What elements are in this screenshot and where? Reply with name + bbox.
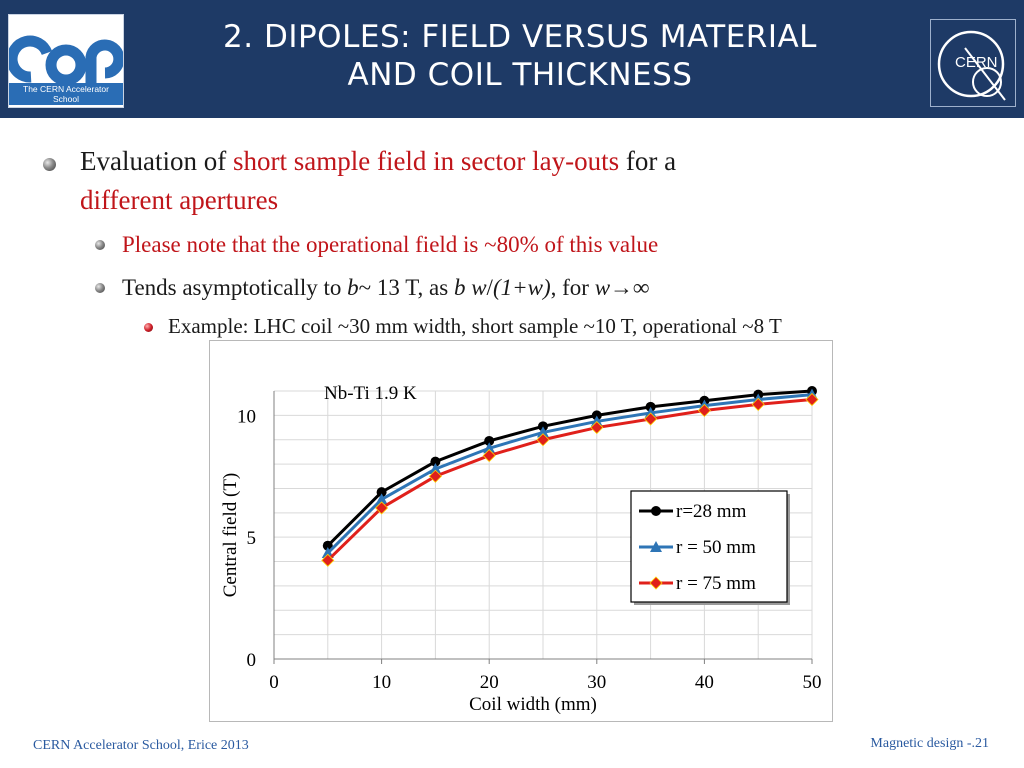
bullet-text: for a (619, 146, 677, 176)
data-point-series-3 (536, 433, 550, 447)
legend-marker (650, 541, 662, 552)
data-point-series-2 (590, 415, 603, 427)
bullet-text: ~ 13 T, as (358, 275, 454, 300)
x-tick-label: 20 (480, 672, 499, 693)
y-axis-label: Central field (T) (220, 473, 241, 598)
data-point-series-3 (697, 403, 711, 418)
bullet-text: , for (550, 275, 595, 300)
cas-logo-caption: The CERN Accelerator School (9, 83, 123, 105)
x-axis-label: Coil width (mm) (469, 694, 597, 715)
chart-annotation: Nb-Ti 1.9 K (324, 383, 417, 404)
math-denominator: (1+w) (492, 275, 551, 300)
data-point-series-2 (321, 547, 334, 559)
legend-marker (651, 506, 661, 516)
math-bw: b w (453, 275, 487, 300)
chart-frame: 0 10 20 30 40 50 0 5 10 Coil width (mm) Central fi… (209, 340, 833, 722)
y-tick-label: 5 (247, 528, 257, 549)
data-point-series-1 (645, 401, 656, 412)
data-point-series-2 (429, 462, 442, 474)
data-point-series-3 (590, 420, 604, 435)
footer-page: Magnetic design -.21 (870, 736, 989, 751)
data-point-series-2 (375, 493, 388, 505)
cas-logo-icon (6, 35, 125, 87)
data-point-series-3 (751, 397, 765, 411)
bullet-text: Tends asymptotically to (122, 275, 348, 300)
data-point-series-3 (321, 553, 335, 567)
title-line-2: AND COIL THICKNESS (347, 57, 693, 93)
series-line-2 (326, 393, 813, 555)
bullet-highlight: short sample field in sector lay-outs (232, 146, 620, 176)
x-tick-label: 30 (587, 672, 606, 693)
data-point-series-3 (805, 392, 819, 407)
cern-logo: CERN (930, 19, 1016, 107)
bullet-lhc-example: Example: LHC coil ~30 mm width, short sa… (168, 314, 782, 338)
field-vs-width-chart: 0 10 20 30 40 50 0 5 10 Coil width (mm) Central fi… (220, 383, 822, 715)
cern-logo-text: CERN (955, 54, 998, 71)
data-point-series-1 (591, 410, 602, 421)
data-point-series-1 (376, 487, 387, 498)
page-title: 2. DIPOLES: FIELD VERSUS MATERIAL AND CO… (140, 18, 900, 94)
header-bar: The CERN Accelerator School 2. DIPOLES: … (0, 0, 1024, 118)
footer-school: CERN Accelerator School, Erice 2013 (33, 738, 249, 753)
bullet-text: Evaluation of (80, 146, 233, 176)
legend-label: r = 50 mm (676, 537, 756, 558)
math-w: w (594, 275, 611, 300)
bullet-icon (144, 323, 153, 332)
series-line-1 (326, 389, 813, 547)
data-point-series-1 (322, 540, 333, 551)
x-tick-label: 0 (269, 672, 279, 693)
data-point-series-1 (484, 435, 495, 446)
x-tick-label: 10 (372, 672, 391, 693)
data-point-series-3 (644, 412, 658, 426)
math-arrow-infinity: →∞ (610, 275, 650, 300)
legend-marker (649, 576, 663, 590)
data-point-series-2 (644, 406, 657, 418)
legend-label: r = 75 mm (676, 573, 756, 594)
x-tick-label: 40 (695, 672, 714, 693)
math-slash: / (486, 275, 493, 300)
data-point-series-3 (482, 448, 496, 463)
legend-label: r=28 mm (676, 501, 747, 522)
series-line-3 (326, 398, 813, 562)
x-tick-label: 50 (803, 672, 822, 693)
cas-logo: The CERN Accelerator School (6, 14, 125, 108)
y-tick-label: 10 (237, 406, 256, 427)
data-point-series-1 (538, 421, 548, 432)
cern-logo-icon: CERN (937, 30, 1006, 101)
y-tick-label: 0 (247, 650, 257, 671)
bullet-evaluation: Evaluation of short sample field in sect… (80, 142, 980, 220)
data-point-series-3 (375, 501, 389, 515)
data-point-series-1 (430, 456, 441, 467)
bullet-icon (95, 283, 105, 293)
bullet-icon (95, 240, 105, 250)
data-point-series-2 (483, 442, 496, 454)
title-line-1: 2. DIPOLES: FIELD VERSUS MATERIAL (223, 19, 817, 55)
bullet-icon (43, 158, 56, 171)
bullet-operational-note: Please note that the operational field i… (122, 232, 659, 257)
bullet-asymptote: Tends asymptotically to b~ 13 T, as b w/… (122, 273, 649, 303)
bullet-highlight: different apertures (80, 185, 279, 215)
math-b: b (347, 275, 359, 300)
data-point-series-2 (537, 426, 549, 438)
data-point-series-3 (428, 469, 442, 483)
